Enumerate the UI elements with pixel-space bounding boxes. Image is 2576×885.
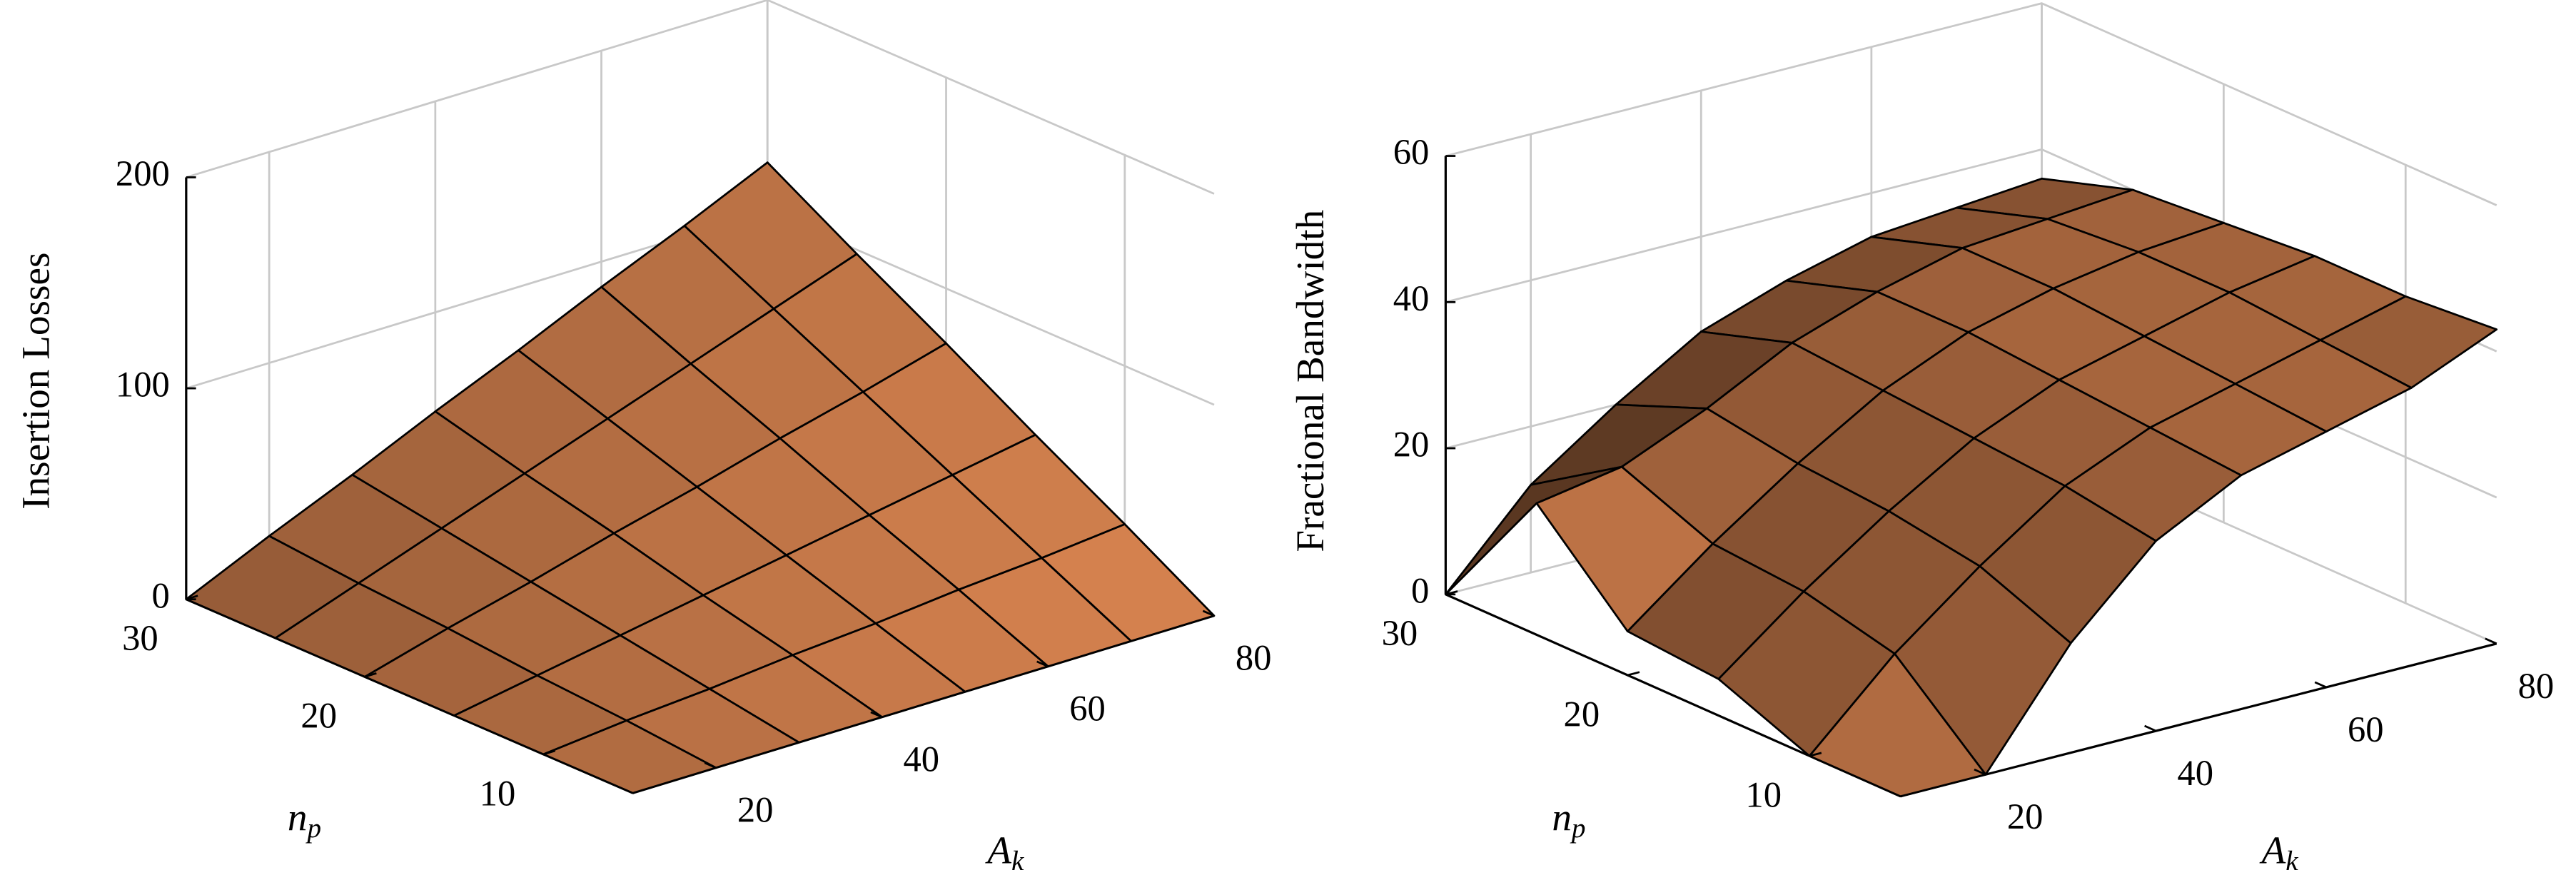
z-tick-label: 0 — [152, 575, 170, 615]
z-tick-label: 20 — [1393, 425, 1430, 465]
y-axis-label-subscript: p — [305, 813, 321, 844]
y-axis-label: np — [288, 795, 321, 844]
x-tick-label: 20 — [2007, 796, 2044, 836]
x-axis-label-main: A — [984, 828, 1011, 871]
x-axis-label: Ak — [2258, 828, 2298, 876]
x-axis-line — [1900, 642, 2497, 798]
x-tick-label: 80 — [2518, 666, 2555, 706]
y-tick — [364, 672, 377, 678]
x-tick — [1974, 768, 1986, 776]
x-axis-label-subscript: k — [2285, 846, 2298, 876]
y-tick-label: 10 — [1745, 775, 1782, 815]
y-tick-label: 20 — [300, 696, 337, 736]
x-tick-label: 60 — [1069, 689, 1106, 729]
y-tick — [1445, 590, 1458, 596]
x-tick — [1202, 610, 1215, 617]
x-tick-label: 40 — [2177, 753, 2213, 793]
surface-cell — [1808, 652, 1987, 798]
y-tick — [543, 749, 556, 756]
y-tick — [1809, 752, 1822, 757]
y-axis-label-subscript: p — [1570, 813, 1586, 844]
x-tick — [2485, 637, 2497, 645]
x-tick-label: 40 — [904, 739, 940, 779]
x-tick — [2314, 681, 2327, 689]
y-axis-label: np — [1552, 795, 1585, 844]
x-axis-label: Ak — [984, 828, 1024, 876]
x-axis-label-main: A — [2258, 828, 2285, 871]
z-tick-label: 60 — [1393, 132, 1430, 172]
z-tick-label: 100 — [116, 365, 170, 405]
y-tick-label: 30 — [1382, 613, 1418, 653]
z-tick-label: 0 — [1411, 570, 1429, 610]
y-tick — [186, 595, 198, 601]
z-axis-label: Insertion Losses — [14, 253, 58, 510]
surface-cell — [542, 719, 717, 794]
z-axis-label: Fractional Bandwidth — [1288, 210, 1332, 552]
x-tick-label: 60 — [2348, 709, 2384, 749]
y-axis-label-main: n — [288, 795, 308, 839]
y-axis-label-main: n — [1552, 795, 1572, 839]
y-tick — [1627, 671, 1640, 677]
grid-line — [186, 0, 1215, 195]
x-tick — [2144, 724, 2157, 732]
x-tick — [1036, 660, 1049, 667]
y-tick-label: 30 — [122, 618, 158, 658]
z-tick-label: 40 — [1393, 278, 1430, 318]
y-tick-label: 20 — [1564, 694, 1600, 734]
x-tick-label: 80 — [1236, 638, 1272, 678]
grid-line — [1445, 2, 2497, 206]
x-tick — [704, 762, 717, 769]
x-axis-label-subscript: k — [1011, 846, 1024, 876]
y-tick-label: 10 — [480, 773, 516, 813]
z-tick-label: 200 — [116, 153, 170, 193]
x-tick — [870, 711, 883, 718]
x-tick-label: 20 — [737, 790, 774, 830]
